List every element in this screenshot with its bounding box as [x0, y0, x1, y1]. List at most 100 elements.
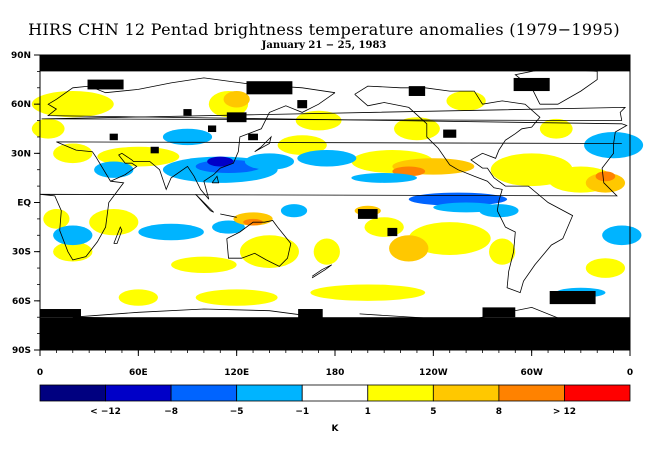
longitude-tick-label: 0 [627, 368, 633, 378]
longitude-tick-label: 120E [224, 368, 249, 378]
coastline-segment [47, 77, 628, 144]
anomaly-patch [43, 209, 70, 229]
missing-data-block [40, 309, 81, 318]
coastline-segment [113, 226, 123, 244]
missing-data-block [513, 77, 550, 92]
colorbar-label: −1 [295, 407, 309, 417]
missing-data-block [408, 86, 426, 96]
anomaly-patch [389, 235, 429, 262]
missing-data-block [183, 109, 192, 116]
colorbar-unit: K [332, 424, 340, 434]
anomaly-patch [295, 110, 342, 131]
missing-data-block [549, 291, 596, 305]
anomaly-patch [310, 284, 426, 301]
missing-data-block [226, 112, 247, 123]
anomaly-patch [602, 225, 642, 246]
anomaly-patch [539, 118, 573, 139]
latitude-axis: 90N 60N 30N EQ 30S 60S 90S [11, 51, 40, 356]
latitude-tick-label: 90S [12, 346, 31, 356]
anomaly-patch [89, 209, 139, 236]
missing-data-block [357, 209, 378, 219]
missing-data-block [150, 146, 159, 154]
missing-data-band-north [40, 55, 630, 72]
longitude-tick-label: 180 [326, 368, 345, 378]
colorbar-label: > 12 [553, 407, 576, 417]
latitude-tick-label: 30S [12, 248, 31, 258]
coastline-segment [39, 141, 622, 261]
longitude-axis: 0 60E 120E 180 120W 60W 0 [37, 350, 633, 378]
anomaly-patch [585, 258, 626, 278]
anomaly-patch [297, 150, 357, 167]
longitude-tick-label: 60W [520, 368, 543, 378]
missing-data-areas [40, 55, 630, 350]
latitude-tick-label: 60S [12, 297, 31, 307]
anomaly-patch [595, 171, 616, 182]
anomaly-patch [489, 238, 516, 265]
coastline-segment [226, 220, 292, 267]
anomaly-patch [53, 143, 93, 164]
anomaly-patch [223, 91, 250, 108]
coastlines [39, 67, 628, 331]
anomaly-patch [53, 225, 93, 246]
coastline-segment [72, 306, 581, 331]
missing-data-block [297, 100, 308, 109]
colorbar-swatch [170, 384, 238, 402]
latitude-tick-label: EQ [17, 199, 31, 209]
map-subtitle: January 21 − 25, 1983 [261, 40, 387, 51]
anomaly-patch [313, 238, 340, 265]
colorbar-swatch [432, 384, 500, 402]
missing-data-block [246, 81, 293, 95]
missing-data-block [207, 125, 217, 133]
anomaly-patch [162, 128, 213, 146]
missing-data-block [248, 133, 258, 141]
colorbar-label: 8 [496, 407, 502, 417]
map-background [40, 55, 630, 350]
coastline-segment [41, 106, 627, 121]
coastline-segment [211, 175, 220, 184]
colorbar-swatch [236, 384, 303, 402]
colorbar-swatch [39, 384, 106, 402]
color-legend: < −12 −8 −5 −1 1 5 8 > 12 K [39, 384, 631, 434]
anomaly-patch [408, 222, 491, 255]
colorbar-swatch [105, 384, 172, 402]
anomaly-field [31, 91, 644, 306]
missing-data-block [109, 133, 118, 141]
colorbar-swatch [564, 384, 631, 402]
longitude-tick-label: 0 [37, 368, 43, 378]
anomaly-patch [212, 220, 245, 234]
coastline-segment [254, 135, 272, 153]
colorbar-label: 1 [365, 407, 371, 417]
anomaly-patch [364, 217, 404, 237]
missing-data-block [298, 309, 323, 319]
anomaly-patch [479, 204, 519, 218]
anomaly-patch [53, 241, 93, 262]
latitude-tick-label: 30N [11, 149, 31, 159]
colorbar-swatch [367, 384, 434, 402]
colorbar-swatch [301, 384, 369, 402]
anomaly-patch [171, 256, 237, 273]
longitude-tick-label: 60E [129, 368, 148, 378]
missing-data-block [387, 227, 398, 237]
colorbar-label: < −12 [90, 407, 121, 417]
colorbar-swatch [498, 384, 565, 402]
anomaly-patch [408, 192, 508, 206]
missing-data-block [443, 129, 457, 138]
colorbar-label: 5 [430, 407, 436, 417]
coastline-segment [110, 92, 336, 200]
missing-data-block [482, 307, 516, 318]
map-title: HIRS CHN 12 Pentad brightness temperatur… [28, 20, 620, 39]
anomaly-patch [31, 91, 114, 118]
anomaly-patch [239, 235, 299, 269]
anomaly-patch [280, 204, 308, 218]
anomaly-patch [277, 135, 327, 155]
coastline-segment [195, 194, 214, 213]
longitude-tick-label: 120W [419, 368, 448, 378]
anomaly-patch [138, 223, 204, 241]
anomaly-patch [207, 156, 234, 167]
coastline-segment [311, 264, 332, 279]
anomaly-patch [195, 289, 278, 306]
coastline-segment [514, 67, 598, 105]
anomaly-patch [244, 153, 295, 170]
colorbar-label: −5 [230, 407, 244, 417]
